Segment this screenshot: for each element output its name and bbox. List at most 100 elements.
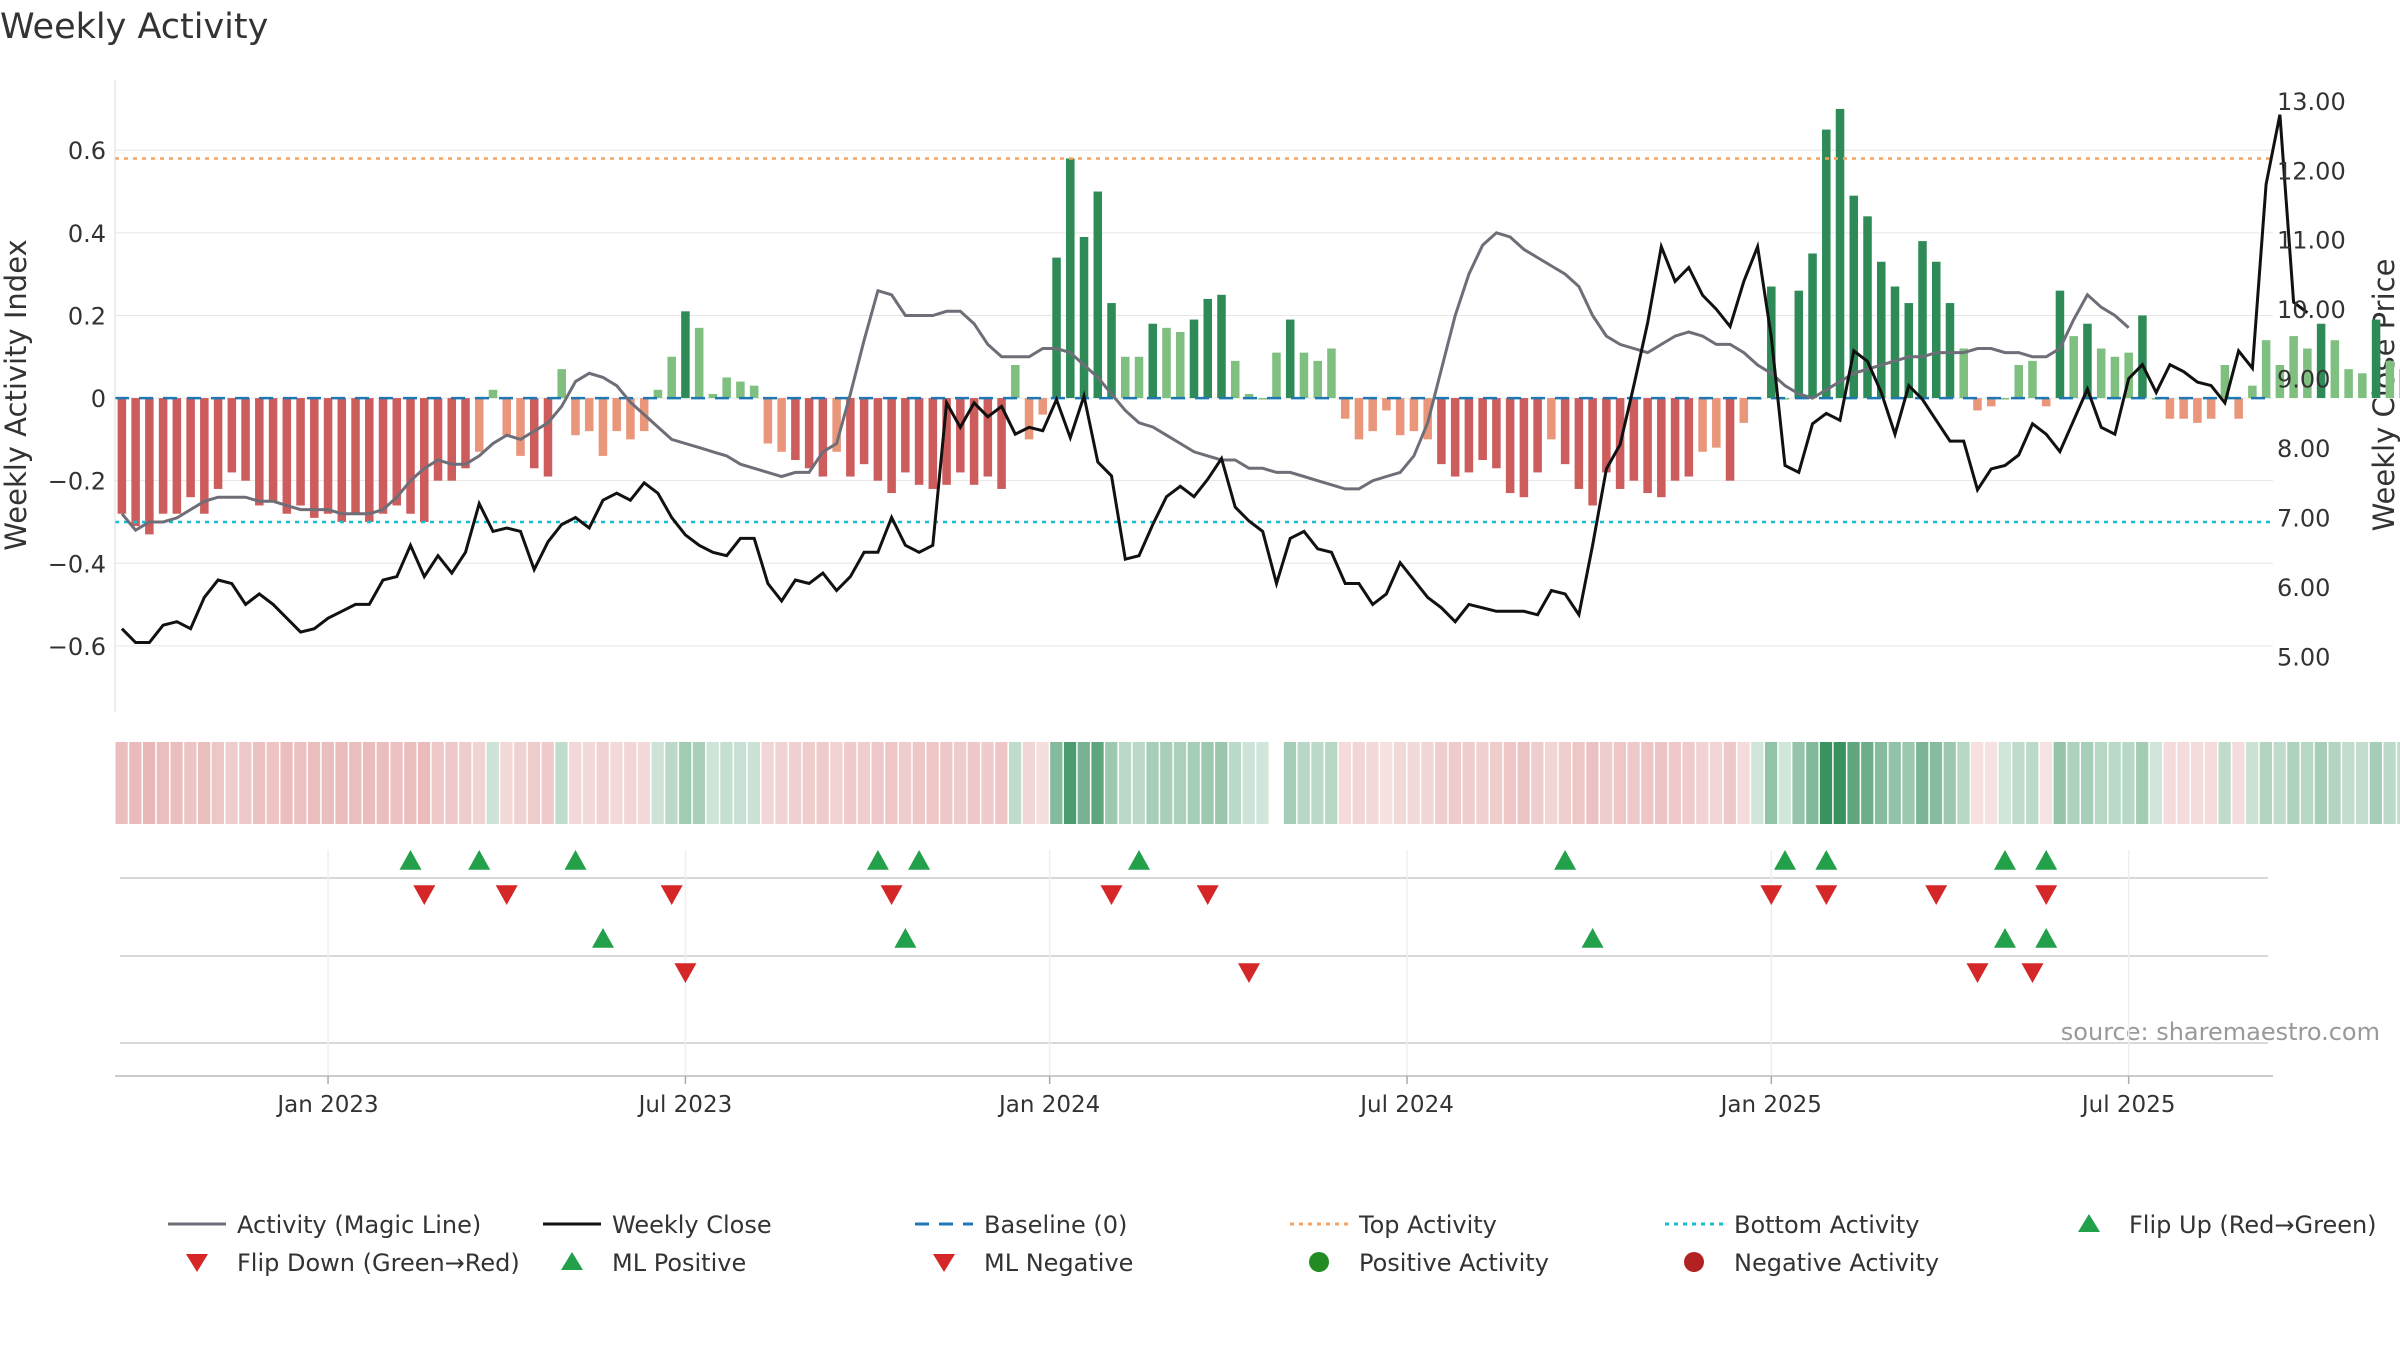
activity-bar [447, 398, 456, 481]
activity-bar [1149, 324, 1158, 398]
activity-bar [722, 377, 731, 398]
heat-strip-layer [116, 742, 2400, 824]
heat-strip-cell [1435, 742, 1447, 824]
activity-bar [915, 398, 924, 485]
heat-strip-cell [225, 742, 237, 824]
activity-bar [777, 398, 786, 452]
x-tick-label: Jul 2024 [1358, 1092, 1454, 1118]
right-tick-label: 8.00 [2277, 435, 2330, 463]
heat-strip-cell [2383, 742, 2395, 824]
flip-up-marker [1554, 850, 1576, 870]
activity-bar [2234, 398, 2243, 419]
right-tick-label: 13.00 [2277, 88, 2346, 116]
legend-item: ML Positive [561, 1249, 746, 1277]
heat-strip-cell [597, 742, 609, 824]
heat-strip-cell [528, 742, 540, 824]
heat-strip-cell [2301, 742, 2313, 824]
activity-bar [1698, 398, 1707, 452]
legend-item: Flip Down (Green→Red) [186, 1249, 520, 1277]
heat-strip-cell [1710, 742, 1722, 824]
activity-bar [1121, 357, 1130, 398]
heat-strip-cell [2205, 742, 2217, 824]
flip-up-marker [1774, 850, 1796, 870]
flip-down-marker [881, 885, 903, 905]
activity-bar [241, 398, 250, 481]
ml-positive-marker [2035, 928, 2057, 948]
heat-strip-cell [418, 742, 430, 824]
heat-strip-cell [1957, 742, 1969, 824]
activity-bar [1203, 299, 1212, 398]
heat-strip-cell [487, 742, 499, 824]
activity-bar [145, 398, 154, 534]
activity-bar [956, 398, 965, 472]
activity-bar [131, 398, 140, 526]
heat-strip-cell [1806, 742, 1818, 824]
flip-up-marker [908, 850, 930, 870]
heat-strip-cell [1421, 742, 1433, 824]
activity-bar [1657, 398, 1666, 497]
activity-bar [805, 398, 814, 468]
heat-strip-cell [693, 742, 705, 824]
activity-bar [228, 398, 237, 472]
legend-symbol [2078, 1214, 2100, 1232]
activity-bar [1685, 398, 1694, 476]
activity-bar [1313, 361, 1322, 398]
heat-strip-cell [830, 742, 842, 824]
activity-bar [1877, 262, 1886, 398]
activity-bar [1094, 192, 1103, 399]
heat-strip-cell [1119, 742, 1131, 824]
heat-strip-cell [1229, 742, 1241, 824]
heat-strip-cell [542, 742, 554, 824]
heat-strip-cell [899, 742, 911, 824]
heat-strip-cell [445, 742, 457, 824]
heat-strip-cell [157, 742, 169, 824]
x-tick-label: Jan 2025 [1719, 1092, 1822, 1118]
activity-bar [1891, 287, 1900, 399]
activity-bar [379, 398, 388, 514]
heat-strip-cell [1463, 742, 1475, 824]
heat-strip-cell [1408, 742, 1420, 824]
legend-symbol [561, 1252, 583, 1270]
activity-bar [1135, 357, 1144, 398]
heat-strip-cell [1627, 742, 1639, 824]
heat-strip-cell [1256, 742, 1268, 824]
activity-bar [1520, 398, 1529, 497]
heat-strip-cell [1490, 742, 1502, 824]
activity-bar [1492, 398, 1501, 468]
heat-strip-cell [1050, 742, 1062, 824]
right-tick-label: 11.00 [2277, 227, 2346, 255]
heat-strip-cell [1875, 742, 1887, 824]
flip-down-marker [1925, 885, 1947, 905]
heat-strip-cell [1724, 742, 1736, 824]
activity-bar [2331, 340, 2340, 398]
activity-bar [1341, 398, 1350, 419]
heat-strip-cell [2219, 742, 2231, 824]
heat-strip-cell [1449, 742, 1461, 824]
activity-bar [1039, 398, 1048, 415]
heat-strip-cell [665, 742, 677, 824]
heat-strip-cell [858, 742, 870, 824]
heat-strip-cell [432, 742, 444, 824]
activity-bar [118, 398, 127, 514]
legend-label: Bottom Activity [1734, 1211, 1919, 1239]
left-tick-label: 0.4 [68, 220, 106, 248]
x-tick-label: Jul 2025 [2080, 1092, 2176, 1118]
heat-strip-cell [2191, 742, 2203, 824]
ml-positive-marker [1582, 928, 1604, 948]
ml-positive-marker [894, 928, 916, 948]
activity-bar [489, 390, 498, 398]
heat-strip-cell [1531, 742, 1543, 824]
activity-bar [1396, 398, 1405, 435]
heat-strip-cell [1215, 742, 1227, 824]
ml-negative-marker [1238, 963, 1260, 983]
activity-bar [1451, 398, 1460, 476]
heat-strip-cell [198, 742, 210, 824]
legend-label: Positive Activity [1359, 1249, 1549, 1277]
activity-bar [310, 398, 319, 518]
activity-bar [984, 398, 993, 476]
heat-strip-cell [1325, 742, 1337, 824]
flip-down-marker [1815, 885, 1837, 905]
heat-strip-cell [1765, 742, 1777, 824]
